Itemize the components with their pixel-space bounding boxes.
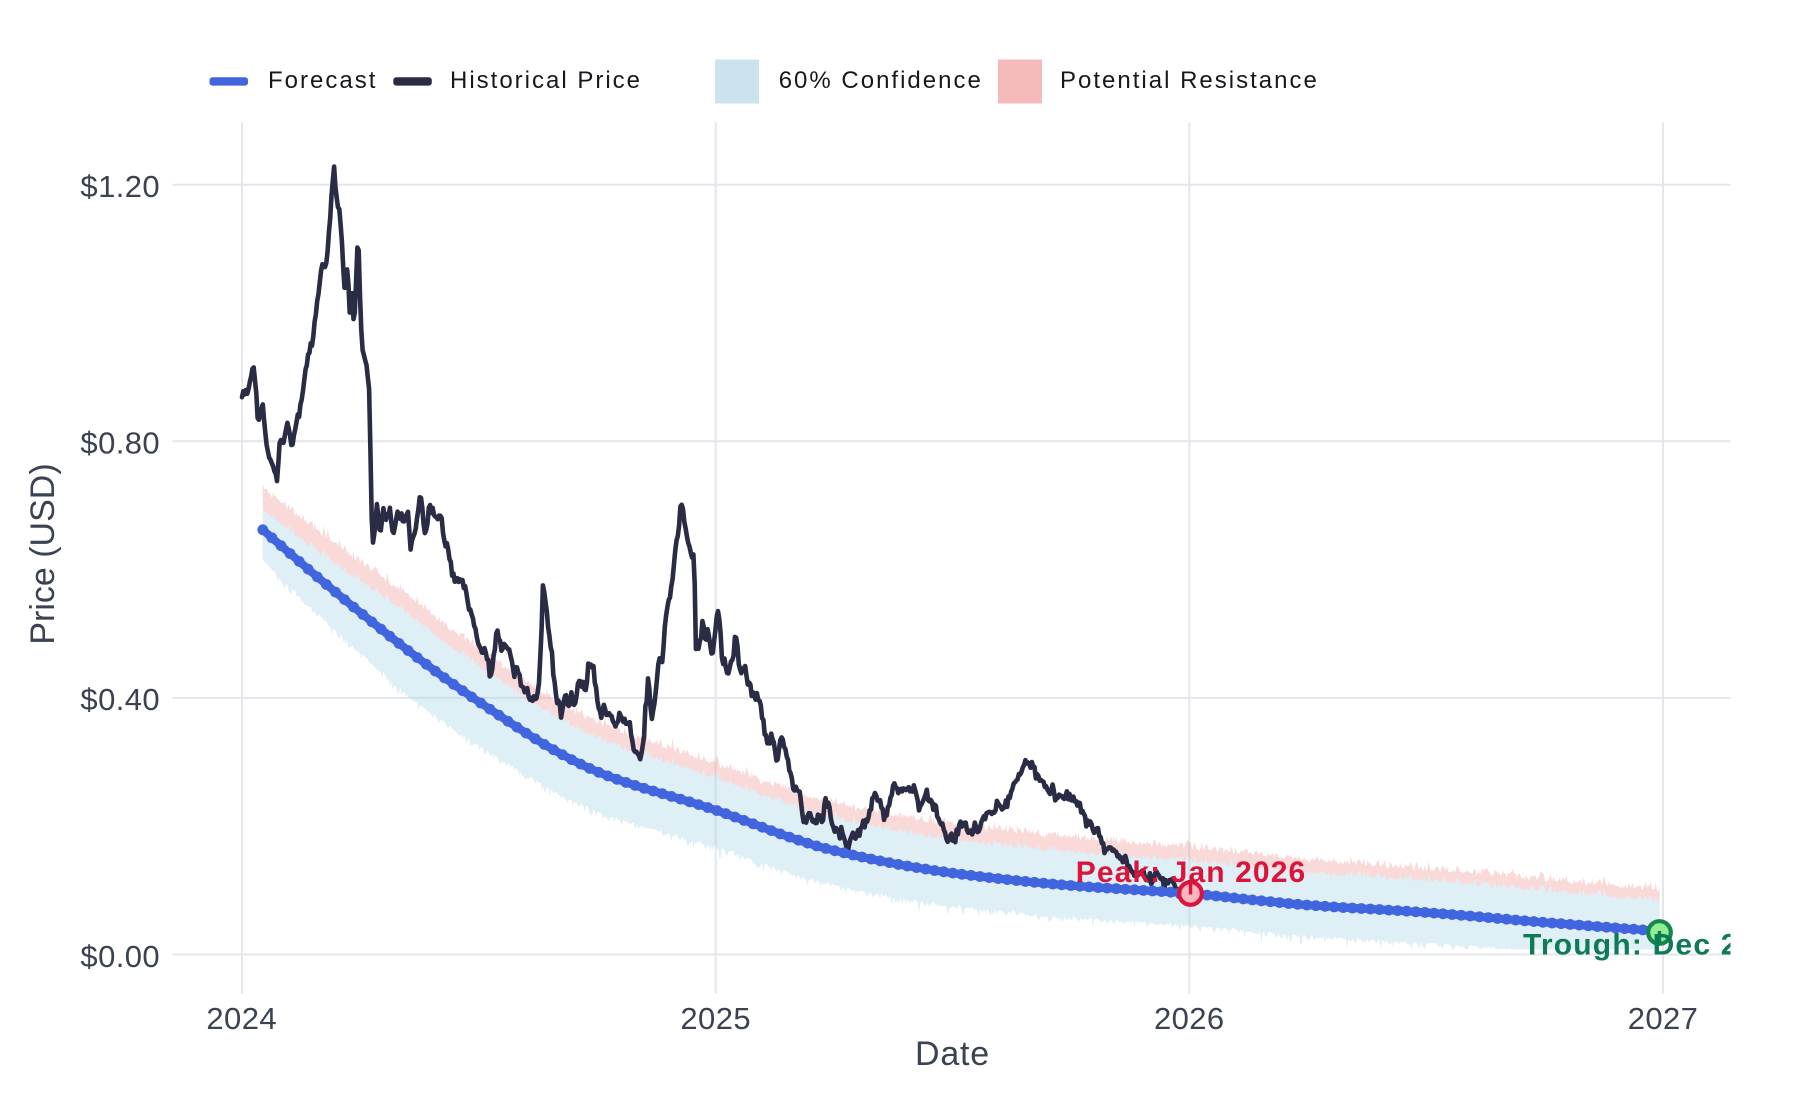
svg-text:$0.40: $0.40: [80, 682, 160, 717]
svg-text:Date: Date: [915, 1035, 990, 1073]
svg-text:2026: 2026: [1154, 1001, 1225, 1036]
svg-text:2025: 2025: [680, 1001, 751, 1036]
svg-text:Peak: Jan 2026: Peak: Jan 2026: [1076, 856, 1307, 889]
svg-text:2027: 2027: [1628, 1001, 1699, 1036]
svg-text:60% Confidence: 60% Confidence: [779, 67, 983, 94]
svg-text:Forecast: Forecast: [268, 67, 377, 94]
svg-text:Historical Price: Historical Price: [450, 67, 642, 94]
svg-text:$1.20: $1.20: [80, 169, 160, 204]
svg-text:$0.80: $0.80: [80, 426, 160, 461]
svg-text:$0.00: $0.00: [80, 939, 160, 974]
svg-text:Trough: Dec 2026: Trough: Dec 2026: [1523, 929, 1792, 962]
svg-text:Price (USD): Price (USD): [24, 463, 62, 644]
svg-text:2024: 2024: [206, 1001, 277, 1036]
svg-text:Potential Resistance: Potential Resistance: [1060, 67, 1319, 94]
